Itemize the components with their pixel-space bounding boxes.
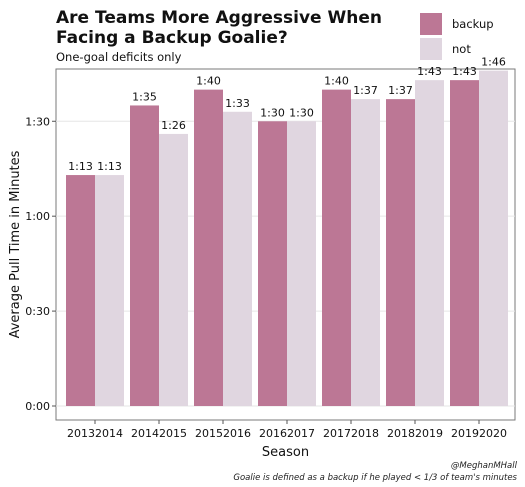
y-tick-label: 0:00 — [25, 400, 50, 413]
chart-subtitle: One-goal deficits only — [56, 50, 182, 64]
caption-handle: @MeghanMHall — [450, 461, 517, 471]
data-label-backup: 1:30 — [260, 106, 285, 119]
legend-label-not: not — [452, 42, 471, 56]
x-tick-label: 20132014 — [67, 427, 123, 440]
legend-item-backup: backup — [420, 12, 494, 36]
x-tick-label: 20182019 — [387, 427, 443, 440]
x-tick-label: 20172018 — [323, 427, 379, 440]
legend-swatch-backup — [420, 13, 442, 35]
y-axis-title: Average Pull Time in Minutes — [8, 150, 23, 338]
bar-not — [159, 133, 188, 406]
data-label-backup: 1:13 — [68, 160, 93, 173]
data-label-backup: 1:43 — [452, 65, 477, 78]
x-tick-label: 20142015 — [131, 427, 187, 440]
legend-swatch-not — [420, 38, 442, 60]
bar-backup — [130, 105, 159, 407]
bar-backup — [322, 89, 351, 407]
bar-backup — [258, 121, 287, 406]
y-tick-label: 1:00 — [25, 210, 50, 223]
bar-not — [223, 111, 252, 407]
data-label-not: 1:43 — [417, 65, 442, 78]
legend-label-backup: backup — [452, 17, 494, 31]
x-axis-title: Season — [262, 445, 309, 460]
bar-not — [95, 175, 124, 406]
legend: backup not — [420, 12, 494, 62]
y-tick-label: 1:30 — [25, 115, 50, 128]
data-label-not: 1:13 — [97, 160, 122, 173]
data-label-backup: 1:40 — [196, 75, 221, 88]
bar-backup — [386, 99, 415, 407]
data-label-not: 1:30 — [289, 106, 314, 119]
x-tick-label: 20162017 — [259, 427, 315, 440]
legend-item-not: not — [420, 37, 494, 61]
bar-not — [351, 99, 380, 407]
data-label-not: 1:37 — [353, 84, 378, 97]
x-tick-label: 20192020 — [451, 427, 507, 440]
data-label-not: 1:33 — [225, 97, 250, 110]
bar-not — [479, 70, 508, 407]
caption: @MeghanMHall Goalie is defined as a back… — [233, 460, 517, 484]
data-label-backup: 1:35 — [132, 90, 157, 103]
y-tick-label: 0:30 — [25, 305, 50, 318]
chart-title: Are Teams More Aggressive When Facing a … — [56, 8, 382, 48]
data-label-not: 1:46 — [481, 56, 506, 69]
data-label-backup: 1:40 — [324, 75, 349, 88]
data-label-not: 1:26 — [161, 119, 186, 132]
data-label-backup: 1:37 — [388, 84, 413, 97]
caption-note: Goalie is defined as a backup if he play… — [233, 473, 517, 483]
bar-not — [287, 121, 316, 406]
x-tick-label: 20152016 — [195, 427, 251, 440]
bar-backup — [66, 175, 95, 406]
plot-panel — [55, 68, 516, 421]
bar-backup — [194, 89, 223, 407]
bar-backup — [450, 80, 479, 407]
bar-not — [415, 80, 444, 407]
